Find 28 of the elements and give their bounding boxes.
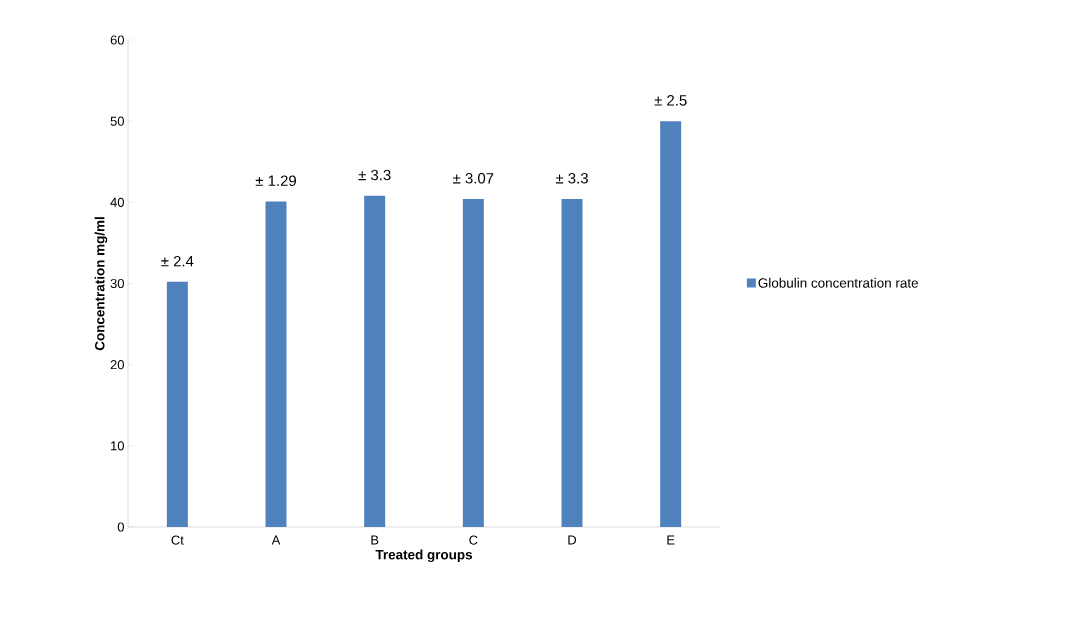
bar <box>364 195 386 527</box>
y-tick-label: 20 <box>110 360 124 370</box>
y-tick-label: 10 <box>111 441 124 451</box>
x-tick-label: A <box>271 535 281 545</box>
legend-label: Globulin concentration rate <box>758 277 918 288</box>
y-tick-label: 50 <box>110 116 124 126</box>
y-tick-label: 30 <box>110 278 124 289</box>
annotation: ± 1.29 <box>255 175 296 186</box>
annotation: ± 2.4 <box>161 255 194 267</box>
y-tick-label: 60 <box>110 35 124 45</box>
x-tick-label: B <box>371 535 379 545</box>
x-tick-label: E <box>667 535 675 545</box>
x-tick-label: Ct <box>171 535 184 545</box>
y-tick-label: 0 <box>117 522 124 532</box>
y-tick-label: 40 <box>110 197 124 207</box>
y-axis-title: Concentration mg/ml <box>94 217 108 351</box>
bar <box>561 199 583 527</box>
annotation: ± 2.5 <box>654 95 687 106</box>
bar <box>462 199 484 527</box>
annotation: ± 3.07 <box>453 172 494 184</box>
x-axis-title: Treated groups <box>375 549 473 563</box>
x-tick-label: D <box>568 535 577 545</box>
bar <box>166 281 188 527</box>
annotation: ± 3.3 <box>555 172 588 184</box>
x-tick-label: C <box>469 535 478 545</box>
bar <box>660 121 682 527</box>
bar <box>265 201 287 527</box>
annotation: ± 3.3 <box>358 169 391 181</box>
